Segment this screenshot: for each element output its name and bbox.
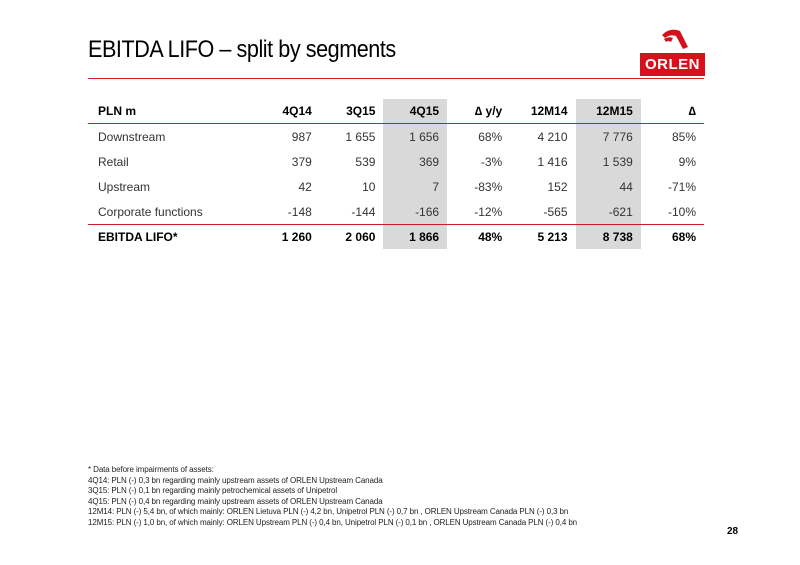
total-cell: 1 866 [383, 224, 448, 249]
page-title: EBITDA LIFO – split by segments [88, 36, 396, 63]
header-4q15: 4Q15 [383, 99, 448, 124]
total-cell: 1 260 [256, 224, 320, 249]
table-header-row: PLN m 4Q14 3Q15 4Q15 ∆ y/y 12M14 12M15 ∆ [88, 99, 704, 124]
cell: -12% [474, 204, 503, 219]
cell: 1 416 [537, 154, 568, 169]
cell: -10% [667, 204, 696, 219]
cell: -565 [543, 204, 568, 219]
cell: 539 [355, 154, 376, 169]
header-12m14: 12M14 [510, 99, 576, 124]
cell: 4 210 [537, 129, 568, 144]
cell: 1 656 [383, 123, 448, 149]
segments-table: PLN m 4Q14 3Q15 4Q15 ∆ y/y 12M14 12M15 ∆… [88, 99, 704, 249]
footnote-line: 4Q14: PLN (-) 0,3 bn regarding mainly up… [88, 475, 383, 485]
row-label: Retail [98, 154, 129, 169]
row-label: Downstream [98, 129, 166, 144]
logo-wordmark: ORLEN [640, 53, 705, 76]
footnote-line: 12M15: PLN (-) 1,0 bn, of which mainly: … [88, 517, 578, 527]
title-divider [88, 78, 704, 79]
cell: 369 [383, 149, 448, 174]
footnote-line: 3Q15: PLN (-) 0,1 bn regarding mainly pe… [88, 486, 338, 495]
cell: -71% [667, 179, 696, 194]
table-row: Downstream 987 1 655 1 656 68% 4 210 7 7… [88, 123, 704, 149]
total-cell: 48% [447, 224, 511, 249]
page-number: 28 [727, 526, 739, 537]
table-row: Retail 379 539 369 -3% 1 416 1 539 9% [88, 149, 704, 174]
footnotes: * Data before impairments of assets: 4Q1… [88, 465, 577, 528]
cell: 1 655 [345, 129, 376, 144]
header-delta-yy: ∆ y/y [447, 99, 511, 124]
cell: 987 [291, 129, 312, 144]
footnote-line: 4Q15: PLN (-) 0,4 bn regarding mainly up… [88, 496, 383, 506]
header-3q15: 3Q15 [319, 99, 384, 124]
cell: -148 [287, 204, 312, 219]
cell: 42 [298, 179, 312, 194]
cell: 68% [478, 129, 503, 144]
header-delta: ∆ [640, 99, 704, 124]
table-total-row: EBITDA LIFO* 1 260 2 060 1 866 48% 5 213… [88, 224, 704, 249]
total-cell: 5 213 [510, 224, 576, 249]
cell: 7 [383, 174, 448, 199]
cell: 379 [291, 154, 312, 169]
cell: -3% [480, 154, 503, 169]
cell: 44 [575, 174, 641, 199]
header-unit: PLN m [88, 99, 257, 124]
cell: 9% [678, 154, 696, 169]
cell: -166 [383, 199, 448, 225]
row-label: Corporate functions [98, 204, 203, 219]
cell: 7 776 [575, 123, 641, 149]
cell: 85% [671, 129, 696, 144]
total-cell: 2 060 [319, 224, 384, 249]
table-row: Corporate functions -148 -144 -166 -12% … [88, 199, 704, 225]
footnote-line: 12M14: PLN (-) 5,4 bn, of which mainly: … [88, 507, 569, 516]
total-cell: 8 738 [575, 224, 641, 249]
total-cell: 68% [640, 224, 704, 249]
header-12m15: 12M15 [575, 99, 641, 124]
cell: 1 539 [575, 149, 641, 174]
orlen-logo: ORLEN [640, 27, 705, 79]
header-4q14: 4Q14 [256, 99, 320, 124]
footnote-line: * Data before impairments of assets: [88, 465, 214, 474]
cell: -621 [575, 199, 641, 225]
cell: -83% [474, 179, 503, 194]
cell: 152 [547, 179, 568, 194]
total-label: EBITDA LIFO* [88, 224, 257, 249]
table-row: Upstream 42 10 7 -83% 152 44 -71% [88, 174, 704, 199]
eagle-logo-icon [662, 29, 688, 49]
cell: 10 [362, 179, 376, 194]
cell: -144 [351, 204, 376, 219]
row-label: Upstream [98, 179, 151, 194]
